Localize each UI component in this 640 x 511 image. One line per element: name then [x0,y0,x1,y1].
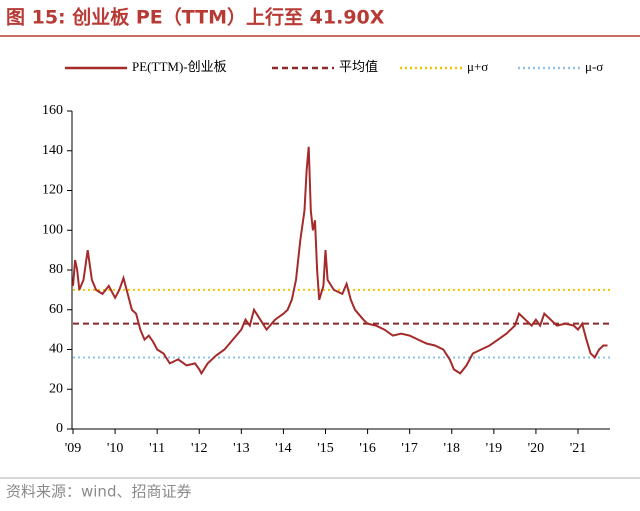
y-tick-label: 0 [56,421,63,436]
y-tick-label: 60 [49,302,63,317]
x-tick-label: '16 [359,441,376,456]
legend-label: μ+σ [467,59,488,74]
x-tick-label: '14 [275,441,292,456]
x-tick-label: '10 [107,441,124,456]
y-tick-label: 140 [42,143,63,158]
y-tick-label: 40 [49,342,63,357]
source-note: 资料来源：wind、招商证券 [6,483,191,501]
x-tick-label: '18 [443,441,460,456]
y-tick-label: 120 [42,183,63,198]
legend-label: 平均值 [339,59,378,74]
x-tick-label: '20 [528,441,545,456]
x-tick-label: '21 [570,441,587,456]
x-tick-label: '15 [317,441,334,456]
x-tick-label: '09 [65,441,82,456]
x-tick-label: '13 [233,441,250,456]
y-tick-label: 80 [49,262,63,277]
x-tick-label: '19 [486,441,503,456]
x-tick-label: '12 [191,441,208,456]
chart-title: 图 15: 创业板 PE（TTM）上行至 41.90X [6,6,385,29]
y-tick-label: 20 [49,381,63,396]
legend-label: PE(TTM)-创业板 [132,59,227,74]
pe-line [72,146,608,376]
x-tick-label: '11 [149,441,165,456]
y-tick-label: 100 [42,222,63,237]
x-tick-label: '17 [401,441,418,456]
y-tick-label: 160 [42,103,63,118]
legend-label: μ-σ [585,59,603,74]
